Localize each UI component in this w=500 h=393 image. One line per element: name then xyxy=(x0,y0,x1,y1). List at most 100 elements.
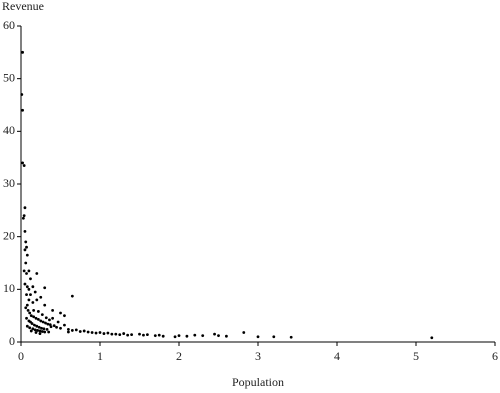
point xyxy=(25,253,29,257)
point xyxy=(25,245,28,249)
point xyxy=(213,332,216,336)
point xyxy=(82,329,86,333)
point xyxy=(130,333,134,337)
point xyxy=(23,282,27,286)
point xyxy=(31,301,35,304)
point xyxy=(33,328,37,332)
point xyxy=(40,313,44,317)
point xyxy=(24,240,28,244)
point xyxy=(21,216,25,220)
point xyxy=(39,319,43,323)
point xyxy=(27,298,31,302)
point xyxy=(146,333,149,337)
point xyxy=(23,230,27,233)
x-tick-label: 3 xyxy=(255,349,261,363)
point xyxy=(22,164,26,167)
point xyxy=(42,327,46,331)
y-tick-label: 60 xyxy=(3,18,15,32)
x-tick-label: 5 xyxy=(413,349,419,363)
point xyxy=(27,287,31,291)
point xyxy=(23,248,27,252)
point xyxy=(201,334,205,338)
y-tick-label: 0 xyxy=(9,334,15,348)
point xyxy=(44,316,48,320)
point xyxy=(55,325,58,329)
point xyxy=(28,311,32,315)
point xyxy=(22,269,26,273)
point xyxy=(161,334,165,338)
point xyxy=(20,93,24,96)
point xyxy=(173,335,177,339)
x-tick-label: 6 xyxy=(492,349,498,363)
point xyxy=(35,298,39,302)
point xyxy=(114,332,118,336)
point xyxy=(52,324,56,328)
point xyxy=(430,336,434,340)
y-tick-label: 10 xyxy=(3,281,15,295)
point xyxy=(22,214,26,218)
point xyxy=(157,333,161,337)
point xyxy=(44,321,47,325)
point xyxy=(23,206,27,210)
point xyxy=(51,316,54,320)
point xyxy=(49,325,53,329)
point xyxy=(28,326,32,330)
point xyxy=(48,318,51,322)
point xyxy=(67,327,70,331)
point xyxy=(43,286,47,290)
point xyxy=(35,324,39,328)
point xyxy=(21,161,24,165)
point xyxy=(78,330,82,333)
point xyxy=(36,329,39,332)
y-tick-label: 20 xyxy=(3,228,15,242)
point xyxy=(29,329,33,333)
point xyxy=(40,326,43,330)
point xyxy=(51,309,54,312)
x-axis-label: Population xyxy=(232,375,284,389)
point xyxy=(29,277,32,281)
point xyxy=(86,330,90,334)
y-tick-label: 40 xyxy=(3,123,15,137)
point xyxy=(21,108,24,112)
point xyxy=(47,330,51,334)
point xyxy=(25,303,29,307)
point xyxy=(74,328,78,332)
point xyxy=(25,324,29,328)
point xyxy=(110,332,114,336)
point xyxy=(32,315,36,319)
point xyxy=(142,333,145,337)
point xyxy=(29,293,32,296)
point xyxy=(45,327,49,331)
point xyxy=(90,331,94,334)
x-tick-label: 1 xyxy=(97,349,103,363)
point xyxy=(33,323,36,327)
point xyxy=(126,333,130,337)
point xyxy=(32,309,36,312)
point xyxy=(21,50,24,54)
point xyxy=(63,314,66,318)
point xyxy=(43,303,47,307)
point xyxy=(31,285,35,289)
point xyxy=(138,332,141,336)
x-tick-label: 0 xyxy=(18,349,24,363)
point xyxy=(59,311,62,315)
point xyxy=(70,294,74,298)
point xyxy=(29,314,33,318)
point xyxy=(122,332,126,335)
point xyxy=(48,323,52,327)
point xyxy=(25,316,28,320)
point xyxy=(34,316,38,320)
point xyxy=(38,329,42,333)
point xyxy=(39,295,43,299)
point xyxy=(34,331,38,334)
point xyxy=(98,331,102,334)
point xyxy=(31,327,35,331)
x-tick-label: 4 xyxy=(334,349,340,363)
point xyxy=(43,330,47,334)
point xyxy=(70,329,74,332)
point xyxy=(177,334,181,338)
point xyxy=(225,334,228,338)
point xyxy=(41,320,45,324)
